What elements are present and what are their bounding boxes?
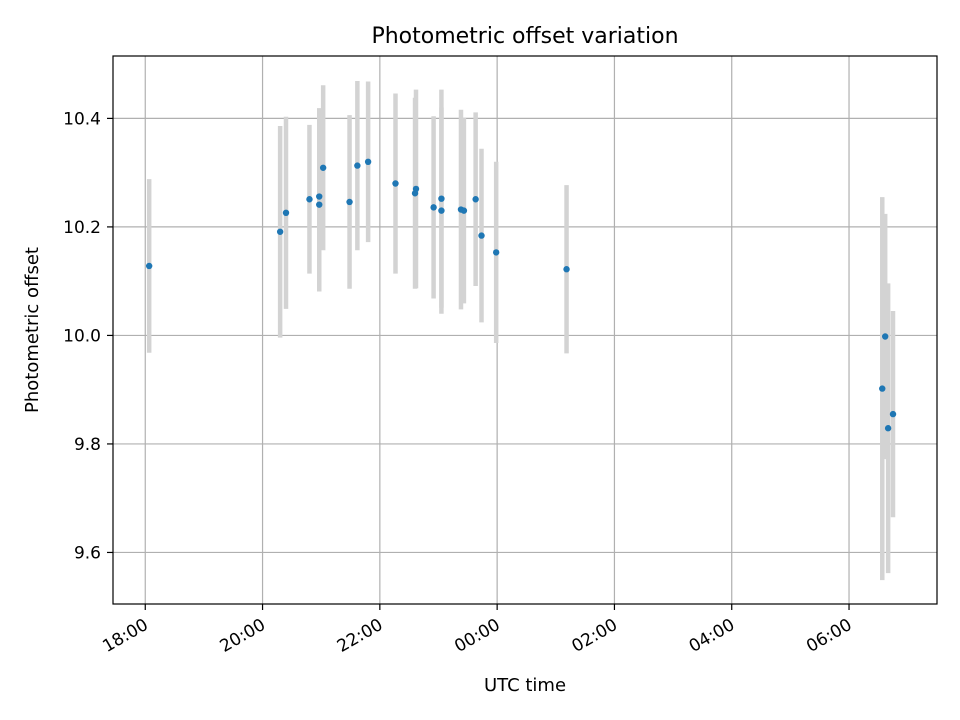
data-point (460, 207, 468, 214)
data-point (438, 207, 445, 214)
x-tick-label: 04:00 (686, 615, 738, 657)
x-tick-label: 00:00 (451, 615, 503, 657)
y-tick-label: 10.4 (63, 109, 101, 129)
data-point (306, 196, 313, 203)
error-bars (146, 80, 896, 581)
x-tick-label: 18:00 (99, 615, 151, 657)
y-tick-label: 10.2 (63, 218, 101, 238)
data-point (346, 198, 353, 206)
data-point (563, 266, 570, 273)
data-point (478, 232, 485, 239)
data-point (884, 425, 892, 432)
data-point (412, 185, 420, 193)
data-point (316, 201, 323, 208)
data-point (282, 209, 290, 217)
y-axis-label: Photometric offset (22, 247, 43, 413)
data-point (319, 164, 327, 171)
data-point (392, 180, 399, 187)
data-point (364, 158, 372, 166)
data-point (492, 249, 500, 256)
y-tick-label: 10.0 (63, 326, 101, 346)
data-point (316, 193, 323, 200)
data-point (472, 196, 479, 203)
data-point (889, 410, 897, 418)
data-point (145, 262, 153, 270)
data-point (438, 195, 445, 202)
x-tick-label: 06:00 (803, 615, 855, 657)
data-point (354, 162, 361, 169)
data-point (430, 204, 437, 211)
data-point (879, 385, 886, 392)
data-point (881, 333, 889, 340)
y-tick-label: 9.6 (74, 543, 101, 563)
x-tick-label: 22:00 (334, 615, 386, 657)
y-tick-label: 9.8 (74, 435, 101, 455)
data-point (276, 228, 284, 235)
x-tick-label: 02:00 (569, 615, 621, 657)
data-points (145, 158, 897, 432)
chart-title: Photometric offset variation (371, 24, 678, 49)
x-axis-label: UTC time (484, 675, 566, 696)
plot-frame (112, 55, 938, 605)
x-tick-label: 20:00 (217, 615, 269, 657)
grid-lines (113, 56, 937, 604)
